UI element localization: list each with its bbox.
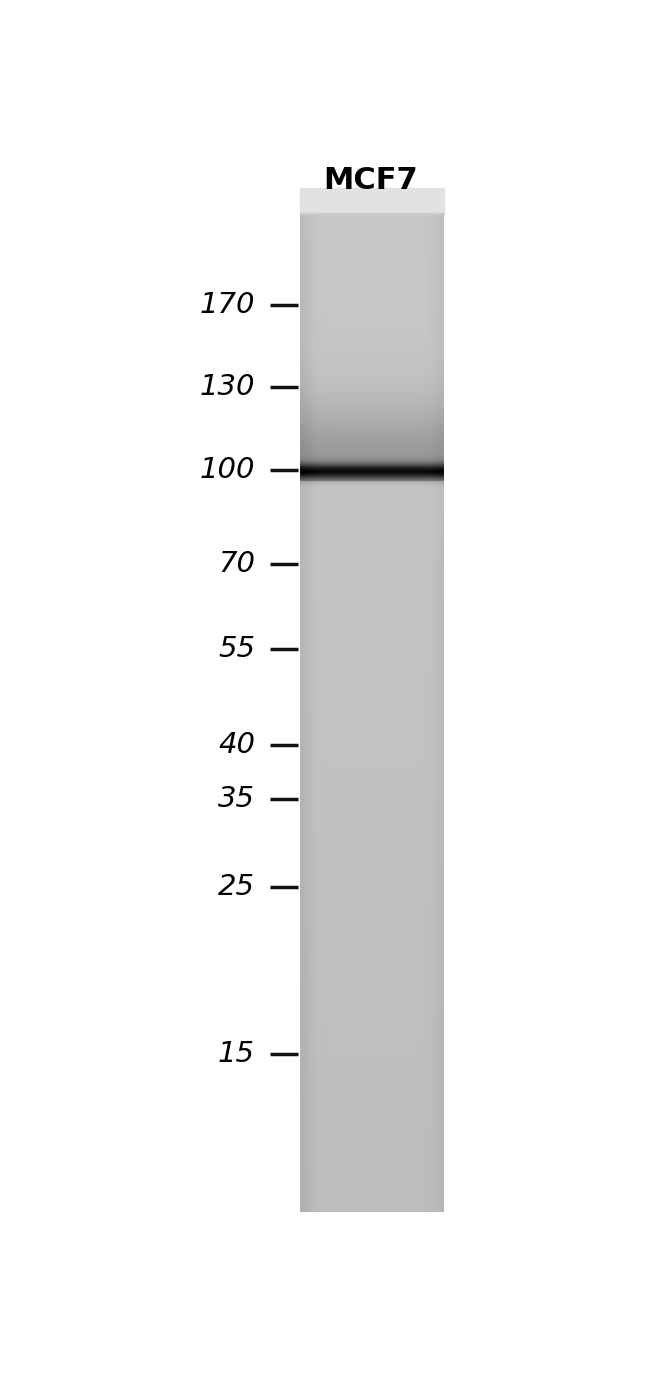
Text: 100: 100 bbox=[200, 456, 255, 485]
Text: 55: 55 bbox=[218, 635, 255, 663]
Bar bbox=[300, 187, 444, 215]
Text: 25: 25 bbox=[218, 873, 255, 901]
Text: 170: 170 bbox=[200, 291, 255, 319]
Text: 130: 130 bbox=[200, 373, 255, 401]
Text: 15: 15 bbox=[218, 1041, 255, 1069]
Text: MCF7: MCF7 bbox=[324, 166, 418, 195]
Text: 70: 70 bbox=[218, 550, 255, 578]
Text: 35: 35 bbox=[218, 786, 255, 814]
Text: 40: 40 bbox=[218, 730, 255, 758]
